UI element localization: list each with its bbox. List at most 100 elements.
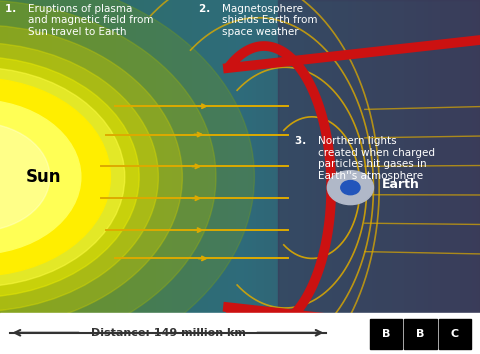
Bar bbox=[448, 0, 452, 354]
Bar bbox=[76, 0, 80, 354]
Text: Distance: 149 million km: Distance: 149 million km bbox=[91, 328, 245, 338]
Bar bbox=[228, 0, 232, 354]
Bar bbox=[388, 0, 392, 354]
Bar bbox=[88, 0, 92, 354]
Bar bbox=[212, 0, 216, 354]
Text: B: B bbox=[416, 329, 425, 339]
Bar bbox=[256, 0, 260, 354]
Bar bbox=[80, 0, 84, 354]
Bar bbox=[416, 0, 420, 354]
Bar bbox=[36, 0, 40, 354]
Bar bbox=[432, 0, 436, 354]
Bar bbox=[24, 0, 28, 354]
Bar bbox=[340, 0, 344, 354]
Bar bbox=[108, 0, 112, 354]
Bar bbox=[144, 0, 148, 354]
Bar bbox=[8, 0, 12, 354]
Bar bbox=[444, 0, 448, 354]
Bar bbox=[240, 0, 244, 354]
Circle shape bbox=[0, 78, 110, 276]
Bar bbox=[160, 0, 164, 354]
Bar bbox=[100, 0, 104, 354]
Text: Sun: Sun bbox=[25, 168, 61, 186]
Bar bbox=[288, 0, 292, 354]
Bar bbox=[278, 0, 480, 354]
Bar bbox=[360, 0, 364, 354]
Bar bbox=[332, 0, 336, 354]
Bar bbox=[380, 0, 384, 354]
Bar bbox=[232, 0, 236, 354]
Bar bbox=[220, 0, 224, 354]
Bar bbox=[112, 0, 116, 354]
Bar bbox=[276, 0, 280, 354]
Bar bbox=[439, 319, 471, 349]
Bar bbox=[0, 0, 4, 354]
Bar bbox=[0, 313, 480, 354]
Bar bbox=[368, 0, 372, 354]
Bar bbox=[372, 0, 376, 354]
Bar bbox=[364, 0, 368, 354]
Circle shape bbox=[0, 42, 158, 312]
Bar bbox=[320, 0, 324, 354]
Circle shape bbox=[341, 181, 360, 195]
Bar bbox=[264, 0, 268, 354]
Bar bbox=[424, 0, 428, 354]
Bar bbox=[428, 0, 432, 354]
Bar bbox=[92, 0, 96, 354]
Bar bbox=[412, 0, 416, 354]
Bar bbox=[292, 0, 296, 354]
Bar bbox=[324, 0, 328, 354]
Bar bbox=[28, 0, 32, 354]
Bar bbox=[472, 0, 476, 354]
Bar bbox=[184, 0, 188, 354]
Bar bbox=[180, 0, 184, 354]
Circle shape bbox=[0, 0, 216, 354]
Circle shape bbox=[0, 0, 254, 354]
Bar bbox=[272, 0, 276, 354]
Bar bbox=[116, 0, 120, 354]
Bar bbox=[280, 0, 284, 354]
Bar bbox=[236, 0, 240, 354]
Circle shape bbox=[327, 171, 373, 205]
Text: 2.: 2. bbox=[199, 4, 214, 13]
Bar bbox=[60, 0, 64, 354]
Bar bbox=[196, 0, 200, 354]
Bar bbox=[312, 0, 316, 354]
Bar bbox=[164, 0, 168, 354]
Bar bbox=[56, 0, 60, 354]
Bar bbox=[404, 319, 437, 349]
Bar bbox=[436, 0, 440, 354]
Bar bbox=[336, 0, 340, 354]
Circle shape bbox=[0, 57, 139, 297]
Bar bbox=[176, 0, 180, 354]
Bar bbox=[224, 0, 228, 354]
Bar bbox=[460, 0, 464, 354]
Bar bbox=[72, 0, 76, 354]
Bar bbox=[120, 0, 124, 354]
Bar bbox=[12, 0, 16, 354]
Bar bbox=[404, 0, 408, 354]
Bar bbox=[392, 0, 396, 354]
Bar bbox=[52, 0, 56, 354]
Bar bbox=[348, 0, 352, 354]
Text: Magnetosphere
shields Earth from
space weather: Magnetosphere shields Earth from space w… bbox=[222, 4, 318, 37]
Bar bbox=[32, 0, 36, 354]
Bar bbox=[204, 0, 208, 354]
Bar bbox=[48, 0, 52, 354]
Bar bbox=[400, 0, 404, 354]
Bar bbox=[20, 0, 24, 354]
Text: 1.: 1. bbox=[5, 4, 20, 13]
Bar bbox=[248, 0, 252, 354]
Bar bbox=[468, 0, 472, 354]
Bar bbox=[84, 0, 88, 354]
Bar bbox=[316, 0, 320, 354]
Bar bbox=[352, 0, 356, 354]
Text: B: B bbox=[382, 329, 390, 339]
Bar bbox=[136, 0, 140, 354]
Bar bbox=[128, 0, 132, 354]
Bar bbox=[408, 0, 412, 354]
Bar bbox=[64, 0, 68, 354]
Bar bbox=[304, 0, 308, 354]
Bar bbox=[328, 0, 332, 354]
Bar bbox=[4, 0, 8, 354]
